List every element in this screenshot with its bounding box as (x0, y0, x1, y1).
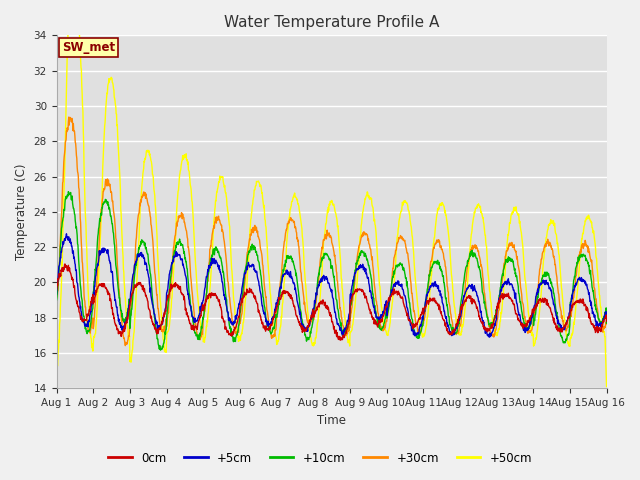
+5cm (417, 321, 425, 327)
+10cm (52, 297, 60, 303)
+50cm (52, 356, 60, 361)
+30cm (163, 316, 170, 322)
Line: +50cm: +50cm (56, 18, 607, 386)
Line: +30cm: +30cm (56, 117, 607, 346)
+5cm (538, 280, 546, 286)
+5cm (63, 231, 70, 237)
+10cm (538, 276, 546, 281)
0cm (490, 322, 497, 327)
+30cm (237, 314, 245, 320)
Line: +5cm: +5cm (56, 234, 607, 337)
+5cm (52, 291, 60, 297)
+5cm (237, 293, 244, 299)
Line: 0cm: 0cm (56, 264, 607, 340)
+10cm (163, 326, 170, 332)
+50cm (237, 333, 244, 339)
0cm (237, 302, 244, 308)
0cm (603, 318, 611, 324)
+30cm (122, 343, 129, 348)
+30cm (538, 255, 546, 261)
+10cm (603, 320, 611, 326)
+10cm (157, 347, 164, 353)
+30cm (603, 318, 611, 324)
+30cm (176, 213, 184, 219)
Title: Water Temperature Profile A: Water Temperature Profile A (224, 15, 439, 30)
+50cm (417, 329, 425, 335)
+30cm (65, 114, 72, 120)
+30cm (490, 332, 497, 337)
0cm (538, 298, 546, 304)
+5cm (175, 252, 183, 258)
0cm (61, 261, 68, 267)
+5cm (162, 304, 170, 310)
Text: SW_met: SW_met (62, 41, 115, 54)
+10cm (176, 236, 184, 242)
+50cm (66, 15, 74, 21)
Line: +10cm: +10cm (56, 192, 607, 350)
Legend: 0cm, +5cm, +10cm, +30cm, +50cm: 0cm, +5cm, +10cm, +30cm, +50cm (103, 447, 537, 469)
+50cm (489, 317, 497, 323)
+5cm (603, 312, 611, 317)
+50cm (603, 384, 611, 389)
+50cm (175, 178, 183, 183)
+30cm (52, 306, 60, 312)
+5cm (485, 334, 493, 340)
X-axis label: Time: Time (317, 414, 346, 427)
+10cm (418, 326, 426, 332)
0cm (52, 287, 60, 293)
0cm (337, 337, 345, 343)
+50cm (538, 285, 545, 291)
0cm (175, 287, 183, 292)
0cm (418, 312, 426, 317)
+10cm (237, 300, 245, 306)
+10cm (490, 320, 497, 325)
0cm (162, 309, 170, 314)
+50cm (162, 349, 170, 355)
+5cm (490, 325, 497, 331)
+30cm (418, 324, 426, 330)
+10cm (65, 189, 72, 194)
Y-axis label: Temperature (C): Temperature (C) (15, 164, 28, 260)
